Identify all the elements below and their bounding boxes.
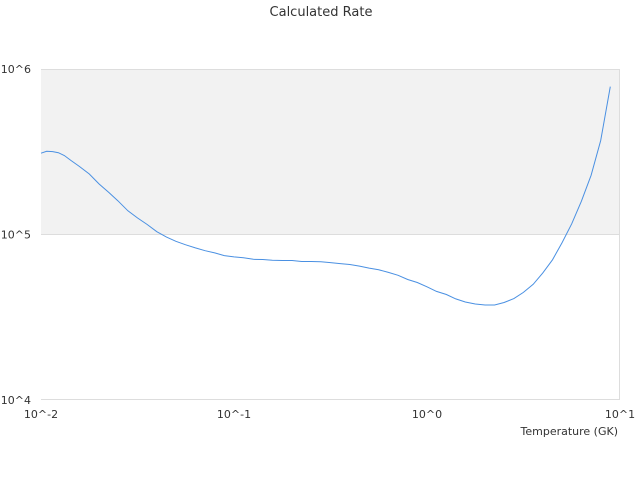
x-tick-label: 10^-2 [24,408,58,421]
chart-title: Calculated Rate [270,5,373,20]
shaded-band [41,69,620,235]
y-tick-label: 10^4 [1,394,31,407]
x-tick-label: 10^-1 [217,408,251,421]
rate-series-line [40,86,611,306]
y-tick-label: 10^6 [1,63,31,76]
axis-ticks: 10^-2 10^-1 10^0 10^1 10^4 10^5 10^6 [1,63,635,421]
x-tick-label: 10^1 [605,408,635,421]
y-tick-label: 10^5 [1,229,31,242]
x-axis-label: Temperature (GK) [520,425,619,438]
x-tick-label: 10^0 [412,408,442,421]
